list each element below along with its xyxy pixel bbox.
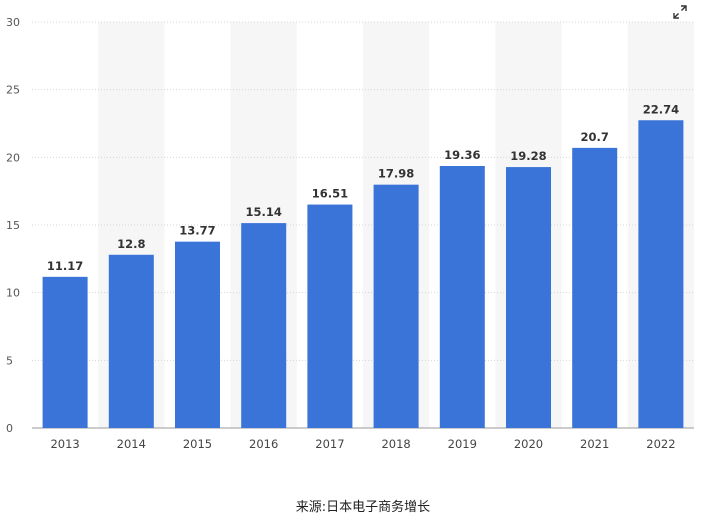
- expand-icon[interactable]: [672, 4, 688, 20]
- data-label-2016: 15.14: [246, 205, 282, 219]
- x-tick-label: 2021: [580, 437, 609, 451]
- bar-2019[interactable]: [439, 165, 485, 428]
- x-tick-label: 2013: [50, 437, 79, 451]
- x-tick-label: 2019: [448, 437, 477, 451]
- x-axis-ticks: 2013 2014 2015 2016 2017 2018 2019 2020 2021 2022: [50, 437, 675, 451]
- data-label-2021: 20.7: [581, 130, 609, 144]
- y-axis-ticks: 0 5 10 15 20 25 30: [6, 16, 20, 435]
- source-caption: 来源:日本电子商务增长: [295, 500, 431, 515]
- data-label-2020: 19.28: [510, 149, 546, 163]
- data-label-2013: 11.17: [47, 259, 83, 273]
- y-tick-label: 15: [6, 219, 20, 232]
- bar-2017[interactable]: [307, 204, 353, 428]
- bar-2020[interactable]: [505, 167, 552, 428]
- x-tick-label: 2017: [315, 437, 344, 451]
- y-tick-label: 5: [6, 354, 13, 367]
- x-tick-label: 2020: [514, 437, 543, 451]
- data-label-2018: 17.98: [378, 167, 414, 181]
- data-labels: 11.17 12.8 13.77 15.14 16.51 17.98 19.36 19.28 2…: [47, 102, 679, 273]
- bar-2021[interactable]: [572, 147, 618, 429]
- data-label-2015: 13.77: [179, 224, 215, 238]
- bar-2015[interactable]: [174, 241, 221, 428]
- y-tick-label: 0: [6, 422, 13, 435]
- bar-2016[interactable]: [241, 223, 287, 428]
- x-tick-label: 2014: [117, 437, 146, 451]
- data-label-2017: 16.51: [312, 187, 348, 201]
- bar-2018[interactable]: [373, 184, 419, 428]
- y-tick-label: 10: [6, 287, 20, 300]
- x-tick-label: 2022: [646, 437, 675, 451]
- bar-2022[interactable]: [638, 120, 684, 428]
- x-tick-label: 2015: [183, 437, 212, 451]
- x-tick-label: 2016: [249, 437, 278, 451]
- data-label-2014: 12.8: [117, 237, 145, 251]
- data-label-2019: 19.36: [444, 148, 480, 162]
- y-tick-label: 30: [6, 16, 20, 29]
- bar-chart: 0 5 10 15 20 25 30 11.17 12.8 13.77 15.14 16.51 17.…: [6, 16, 694, 451]
- data-label-2022: 22.74: [643, 102, 679, 116]
- bar-2014[interactable]: [108, 254, 154, 428]
- bar-2013[interactable]: [42, 276, 88, 428]
- y-tick-label: 20: [6, 151, 20, 164]
- y-tick-label: 25: [6, 84, 20, 97]
- bars: [42, 120, 684, 429]
- x-tick-label: 2018: [381, 437, 410, 451]
